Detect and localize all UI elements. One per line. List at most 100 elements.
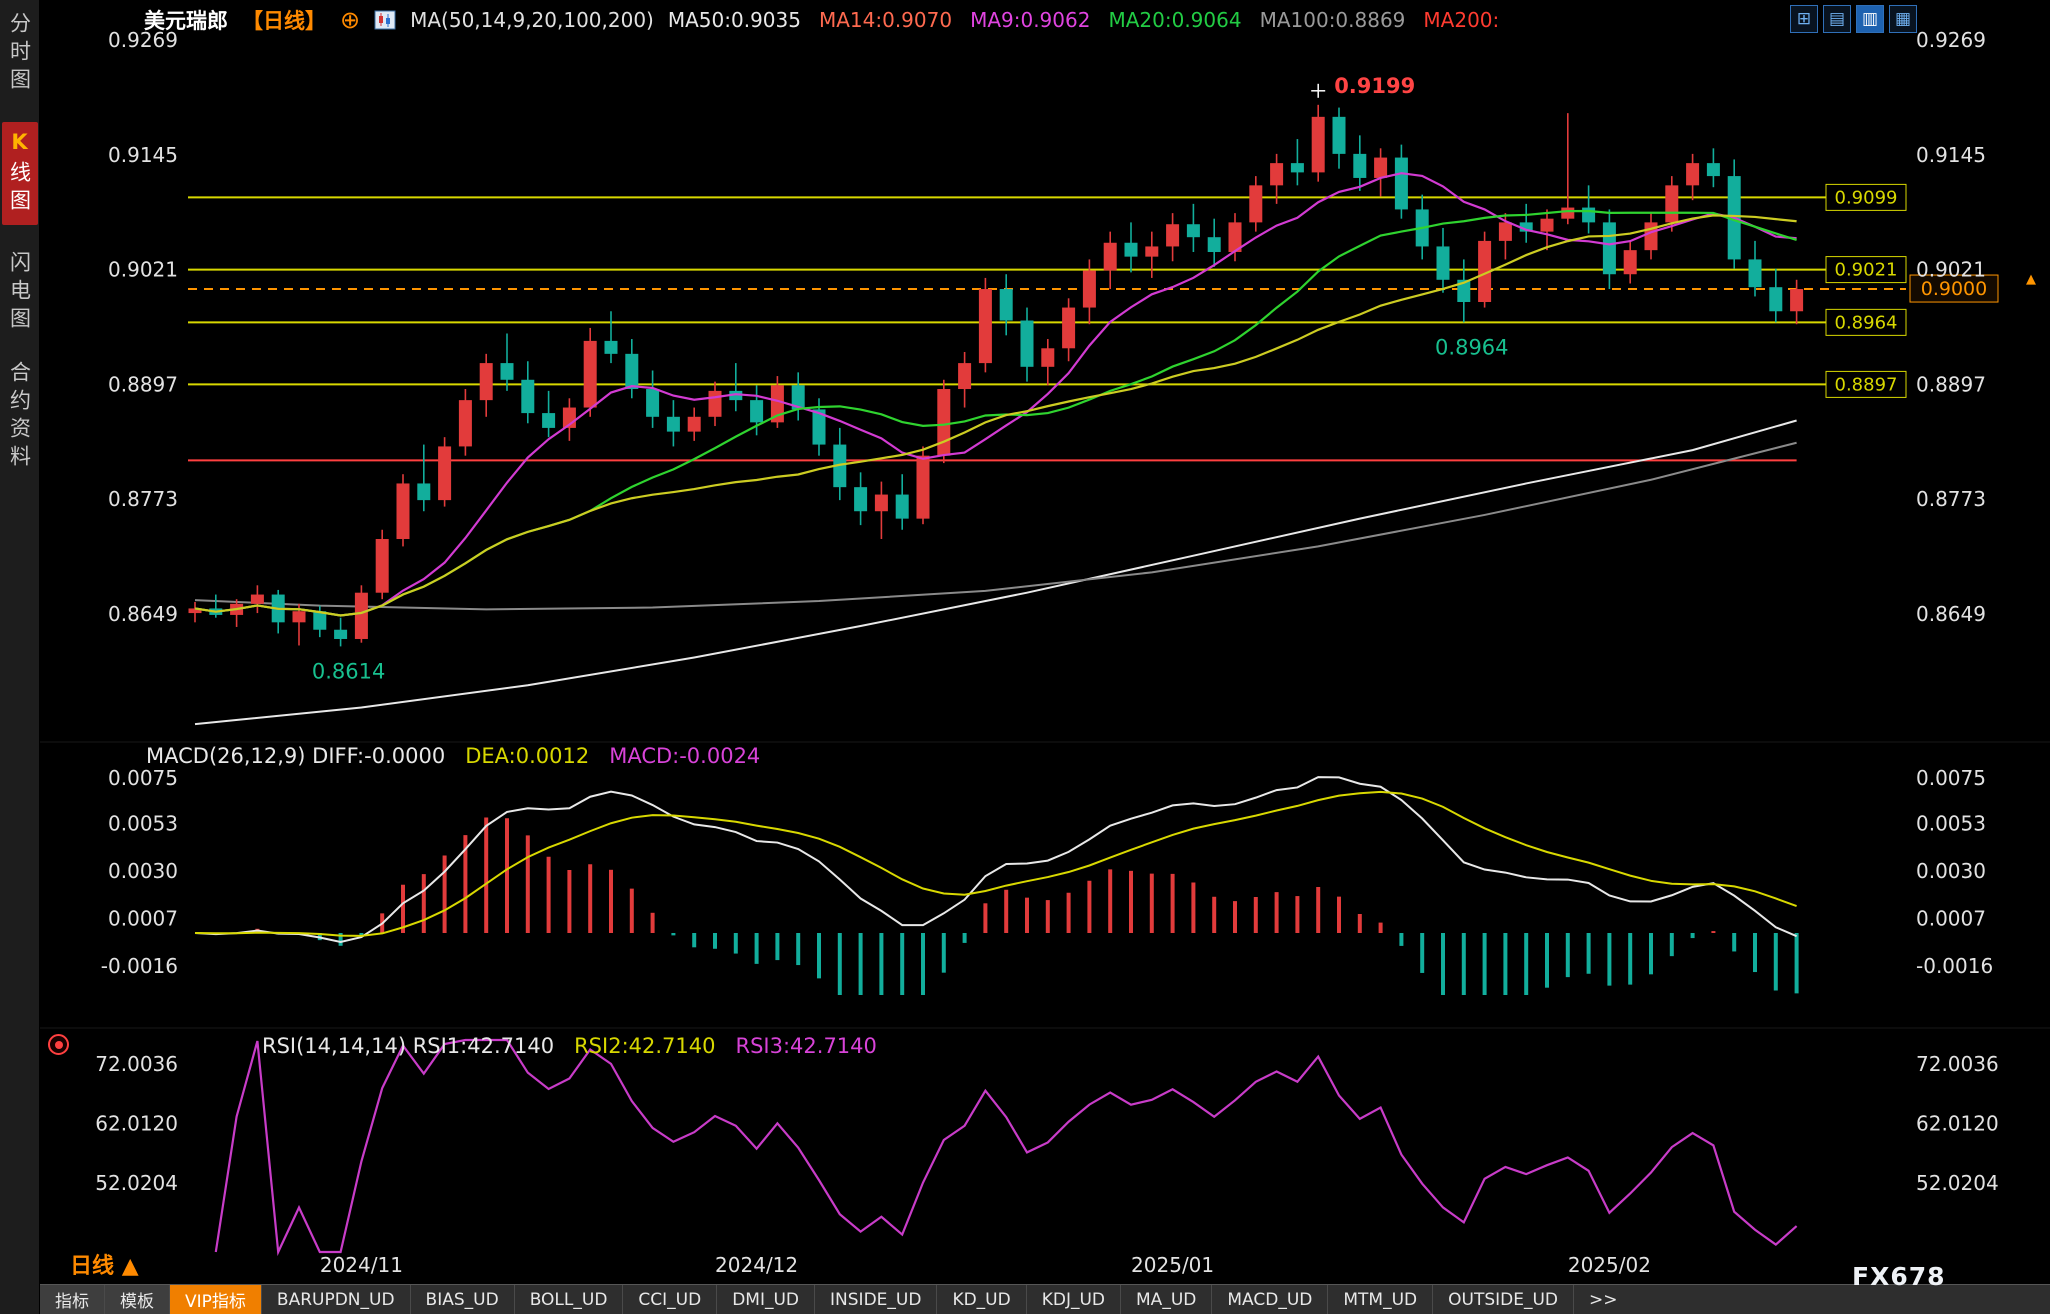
sidebar-item-timeshare[interactable]: 分时图 bbox=[7, 12, 32, 96]
price-level-tag bbox=[1825, 183, 1907, 211]
candle-body bbox=[1790, 289, 1804, 312]
y-axis-label-right: 0.9145 bbox=[1916, 143, 1986, 167]
period-selector[interactable]: 日线 ▲ bbox=[70, 1248, 139, 1280]
left-sidebar: 分时图 K线图 闪电图 合约资料 bbox=[0, 0, 40, 1314]
bottom-tab-boll[interactable]: BOLL_UD bbox=[515, 1285, 624, 1314]
bottom-tab-moban[interactable]: 模板 bbox=[105, 1285, 170, 1314]
candle-body bbox=[687, 416, 701, 432]
candle-body bbox=[1623, 250, 1637, 275]
indicator-pane-icon[interactable]: ▦ bbox=[1889, 5, 1917, 33]
panes-grid-icon[interactable]: ⊞ bbox=[1790, 5, 1818, 33]
bottom-tab-kd[interactable]: KD_UD bbox=[937, 1285, 1027, 1314]
candle-body bbox=[729, 390, 743, 401]
ma-value-1: MA14:0.9070 bbox=[818, 8, 953, 32]
macd-axis-label-left: 0.0053 bbox=[108, 811, 178, 835]
candle-body bbox=[542, 413, 556, 428]
kline-pane-icon[interactable]: ▤ bbox=[1823, 5, 1851, 33]
bar-pane-icon[interactable]: ▥ bbox=[1856, 5, 1884, 33]
macd-indicator-header[interactable]: MACD(26,12,9) DIFF:-0.0000 DEA:0.0012 MACD… bbox=[146, 744, 760, 768]
candle-body bbox=[1394, 157, 1408, 210]
candle-body bbox=[1353, 153, 1367, 178]
candle-body bbox=[500, 363, 514, 380]
rsi-title-part-1: RSI2:42.7140 bbox=[574, 1034, 716, 1058]
ma-value-5: MA200: bbox=[1423, 8, 1500, 32]
candle-body bbox=[999, 289, 1013, 321]
candle-body bbox=[1686, 163, 1700, 186]
rsi-axis-label-right: 62.0120 bbox=[1916, 1111, 1999, 1135]
candle-body bbox=[666, 416, 680, 432]
rsi-axis-label-left: 52.0204 bbox=[95, 1171, 178, 1195]
candle-body bbox=[1124, 242, 1138, 257]
candle-body bbox=[1748, 259, 1762, 288]
candle-body bbox=[1665, 185, 1679, 223]
candle-body bbox=[1166, 224, 1180, 247]
bottom-tab-zhibiao[interactable]: 指标 bbox=[40, 1285, 105, 1314]
bottom-tab-more[interactable]: >> bbox=[1589, 1289, 1618, 1310]
y-axis-label-left: 0.9021 bbox=[108, 258, 178, 282]
period-tag[interactable]: 【日线】 bbox=[242, 9, 326, 33]
y-axis-label-left: 0.8897 bbox=[108, 372, 178, 396]
bottom-tab-dmi[interactable]: DMI_UD bbox=[717, 1285, 816, 1314]
candle-body bbox=[1561, 207, 1575, 219]
scroll-up-arrow-icon[interactable]: ▲ bbox=[2026, 272, 2036, 287]
candle-body bbox=[313, 611, 327, 630]
macd-axis-label-right: 0.0030 bbox=[1916, 859, 1986, 883]
y-axis-label-right: 0.9021 bbox=[1916, 258, 1986, 282]
swing-high-label: 0.9199 bbox=[1334, 74, 1415, 98]
candle-body bbox=[1706, 163, 1720, 177]
chart-header: 美元瑞郎 【日线】 ⊕ MA(50,14,9,20,100,200) MA50:… bbox=[40, 0, 2050, 40]
bottom-tab-macd[interactable]: MACD_UD bbox=[1212, 1285, 1329, 1314]
bottom-tab-kdj[interactable]: KDJ_UD bbox=[1027, 1285, 1122, 1314]
candle-body bbox=[770, 385, 784, 423]
price-level-tag bbox=[1825, 308, 1907, 336]
macd-axis-label-left: 0.0075 bbox=[108, 766, 178, 790]
macd-axis-label-left: 0.0030 bbox=[108, 859, 178, 883]
sidebar-item-lightning[interactable]: 闪电图 bbox=[7, 251, 32, 335]
bottom-tab-ma[interactable]: MA_UD bbox=[1121, 1285, 1213, 1314]
bottom-tab-inside[interactable]: INSIDE_UD bbox=[815, 1285, 938, 1314]
sidebar-item-contract-info[interactable]: 合约资料 bbox=[7, 361, 32, 473]
period-selector-label: 日线 bbox=[70, 1254, 115, 1279]
candle-body bbox=[479, 363, 493, 401]
chart-type-icon[interactable] bbox=[374, 10, 396, 30]
candle-body bbox=[583, 340, 597, 408]
y-axis-label-right: 0.9269 bbox=[1916, 28, 1986, 52]
candle-body bbox=[1186, 224, 1200, 238]
rsi-settings-icon[interactable] bbox=[48, 1034, 69, 1055]
bottom-tab-barupdn[interactable]: BARUPDN_UD bbox=[262, 1285, 411, 1314]
ma-values: MA50:0.9035 MA14:0.9070 MA9:0.9062 MA20:0.9… bbox=[668, 8, 1499, 32]
rsi-axis-label-right: 52.0204 bbox=[1916, 1171, 1999, 1195]
bottom-tab-vip[interactable]: VIP指标 bbox=[170, 1285, 262, 1314]
bottom-tab-cci[interactable]: CCI_UD bbox=[623, 1285, 718, 1314]
symbol-title: 美元瑞郎 bbox=[144, 9, 228, 33]
ma-value-0: MA50:0.9035 bbox=[667, 8, 801, 32]
candle-body bbox=[1082, 270, 1096, 308]
add-indicator-icon[interactable]: ⊕ bbox=[340, 6, 361, 34]
macd-title-part-2: MACD:-0.0024 bbox=[609, 744, 761, 768]
bottom-tab-mtm[interactable]: MTM_UD bbox=[1328, 1285, 1434, 1314]
sidebar-item-kline[interactable]: K线图 bbox=[1, 122, 38, 225]
y-axis-label-right: 0.8773 bbox=[1916, 487, 1986, 511]
ma-settings-label: MA(50,14,9,20,100,200) bbox=[410, 8, 654, 32]
candle-body bbox=[188, 608, 202, 614]
price-level-tag bbox=[1825, 370, 1907, 398]
candle-body bbox=[1041, 348, 1055, 367]
candle-body bbox=[1540, 218, 1554, 232]
swing-low-label: 0.8614 bbox=[312, 659, 385, 683]
candle-body bbox=[396, 483, 410, 540]
candle-body bbox=[812, 409, 826, 445]
ma-line-ma50 bbox=[194, 214, 1797, 617]
candle-body bbox=[750, 400, 764, 423]
rsi-indicator-header[interactable]: RSI(14,14,14) RSI1:42.7140 RSI2:42.7140 RS… bbox=[262, 1034, 877, 1058]
current-price-box[interactable] bbox=[1909, 274, 1999, 303]
bottom-tab-outside[interactable]: OUTSIDE_UD bbox=[1433, 1285, 1575, 1314]
candle-body bbox=[791, 385, 805, 410]
y-axis-label-left: 0.9269 bbox=[108, 28, 178, 52]
ma-line-ma9 bbox=[194, 172, 1797, 617]
macd-axis-label-right: 0.0075 bbox=[1916, 766, 1986, 790]
bottom-tab-bias[interactable]: BIAS_UD bbox=[411, 1285, 515, 1314]
candle-body bbox=[646, 389, 660, 417]
candle-body bbox=[1062, 307, 1076, 349]
x-axis-label: 2024/11 bbox=[320, 1253, 403, 1277]
